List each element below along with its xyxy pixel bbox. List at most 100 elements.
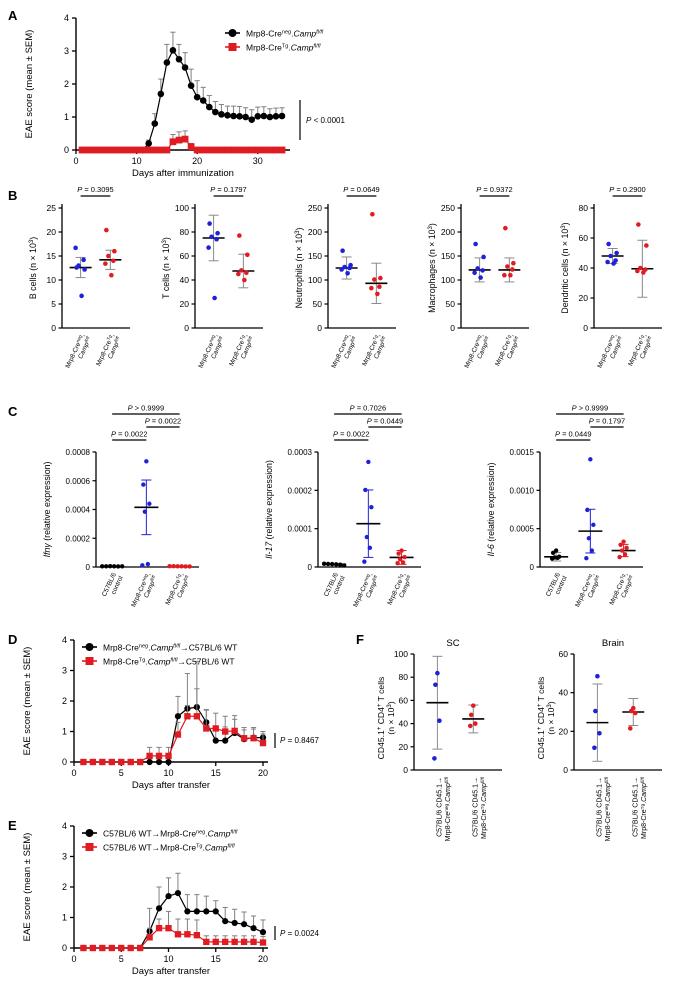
y-tick-label: 80 — [579, 203, 589, 213]
data-point — [163, 59, 171, 66]
y-tick-label: 0 — [308, 563, 313, 572]
data-point — [183, 564, 188, 569]
data-point — [606, 241, 611, 247]
y-tick-label: 60 — [579, 233, 589, 243]
data-point — [80, 758, 87, 766]
data-point — [147, 501, 152, 506]
panel-a-legend-1: Mrp8-Creneg.Campfl/fl — [246, 29, 324, 39]
series-line — [82, 49, 283, 151]
panel-b-plot-0: 0 5 10 15 20 25 B cells (n × 103) Mrp8-Creneg,C… — [28, 185, 130, 373]
x-tick-label: 15 — [211, 768, 221, 778]
y-tick-label: 0.0005 — [510, 525, 535, 534]
y-tick-label: 25 — [47, 203, 57, 213]
data-point — [145, 140, 153, 147]
x-tick-label: 5 — [119, 954, 124, 964]
data-point — [115, 146, 122, 154]
data-point — [230, 146, 237, 154]
data-point — [212, 908, 219, 915]
data-point — [245, 252, 250, 258]
data-point — [144, 459, 149, 464]
data-point — [553, 548, 559, 553]
data-point — [109, 272, 114, 278]
data-point — [435, 670, 440, 676]
y-tick-label: 100 — [175, 203, 189, 213]
data-point — [142, 509, 148, 514]
data-point — [212, 295, 217, 301]
data-point — [377, 284, 382, 290]
data-point — [402, 554, 407, 560]
panel-e-letter: E — [8, 818, 17, 833]
category-label-0: C57BL/6 CD45.1→ Mrp8-Creneg.Campfl/fl — [436, 776, 452, 841]
data-point — [475, 266, 480, 271]
y-tick-label: 3 — [62, 666, 67, 676]
panel-d-legend-2: Mrp8-CreTg.Campfl/fl→C57BL/6 WT — [103, 657, 235, 667]
data-point — [199, 97, 207, 104]
x-tick-label: 5 — [119, 768, 124, 778]
y-tick-label: 3 — [64, 46, 69, 56]
y-tick-label: 5 — [51, 299, 56, 309]
panel-f-plot-0: 0 20 40 60 80 100 SC CD45.1+ CD4+ T cells(n × 1… — [376, 638, 502, 841]
y-tick-label: 100 — [441, 275, 455, 285]
data-point — [584, 555, 589, 561]
y-tick-label: 4 — [64, 13, 69, 23]
y-tick-label: 150 — [308, 251, 322, 261]
data-point — [325, 561, 331, 567]
data-point — [99, 758, 106, 766]
y-tick-label: 0 — [450, 323, 455, 333]
data-point — [468, 712, 474, 718]
data-point — [364, 534, 370, 540]
data-point — [89, 944, 97, 952]
y-tick-label: 2 — [64, 79, 69, 89]
y-tick-label: 50 — [446, 299, 456, 309]
data-point — [205, 146, 213, 154]
panel-c-plot-1: 0 0.0001 0.0002 0.0003 Il-17 (relative expre… — [264, 404, 421, 608]
data-point — [508, 272, 513, 278]
data-point — [614, 250, 619, 256]
data-point — [618, 542, 623, 547]
data-point — [340, 248, 345, 254]
data-point — [193, 908, 200, 915]
data-point — [127, 758, 134, 766]
data-point — [278, 146, 286, 154]
series-0 — [80, 872, 267, 952]
panel-e-legend-1: C57BL/6 WT→Mrp8-Creneg.Campfl/fl — [103, 829, 238, 839]
panel-a-plot: 0 1 2 3 4 0 10 20 30 EAE score (mean ± SEM) Day… — [20, 8, 360, 183]
data-point — [511, 260, 516, 266]
x-tick-label: 0 — [73, 156, 78, 166]
data-point — [146, 758, 153, 766]
data-point — [250, 938, 257, 946]
y-tick-label: 60 — [399, 695, 409, 705]
data-point — [155, 924, 163, 932]
data-point — [157, 146, 165, 154]
y-tick-label: 20 — [559, 726, 569, 736]
group-0 — [69, 245, 92, 299]
panel-a-letter: A — [8, 8, 18, 23]
y-tick-label: 0.0008 — [66, 448, 91, 457]
panel-e-ylabel: EAE score (mean ± SEM) — [22, 833, 33, 942]
group-0 — [468, 241, 491, 283]
data-point — [611, 261, 616, 266]
data-point — [627, 726, 633, 731]
category-label-0: Mrp8-Creneg,Campfl/fl — [64, 332, 94, 373]
panel-f-svg: 0 20 40 60 80 100 SC CD45.1+ CD4+ T cells(n × 1… — [376, 638, 662, 841]
y-tick-label: 0 — [563, 765, 568, 775]
data-point — [241, 921, 248, 928]
y-tick-label: 0.0006 — [66, 477, 91, 486]
y-tick-label: 1 — [62, 727, 67, 737]
data-point — [222, 728, 229, 735]
x-tick-label: 30 — [253, 156, 263, 166]
data-point — [171, 563, 176, 569]
y-tick-label: 100 — [394, 649, 408, 659]
data-point — [333, 562, 339, 567]
data-point — [108, 944, 115, 952]
panel-b-ylabel-4: Dendritic cells (n × 103) — [560, 222, 570, 313]
p-value-label-1: P = 0.0449 — [367, 417, 404, 426]
data-point — [628, 708, 634, 714]
data-point — [266, 113, 274, 121]
data-point — [205, 103, 213, 111]
data-point — [140, 563, 145, 568]
p-value-label-2: P = 0.0022 — [333, 430, 370, 439]
data-point — [224, 146, 231, 154]
panel-b-letter: B — [8, 188, 18, 203]
panel-d-series — [80, 660, 267, 766]
